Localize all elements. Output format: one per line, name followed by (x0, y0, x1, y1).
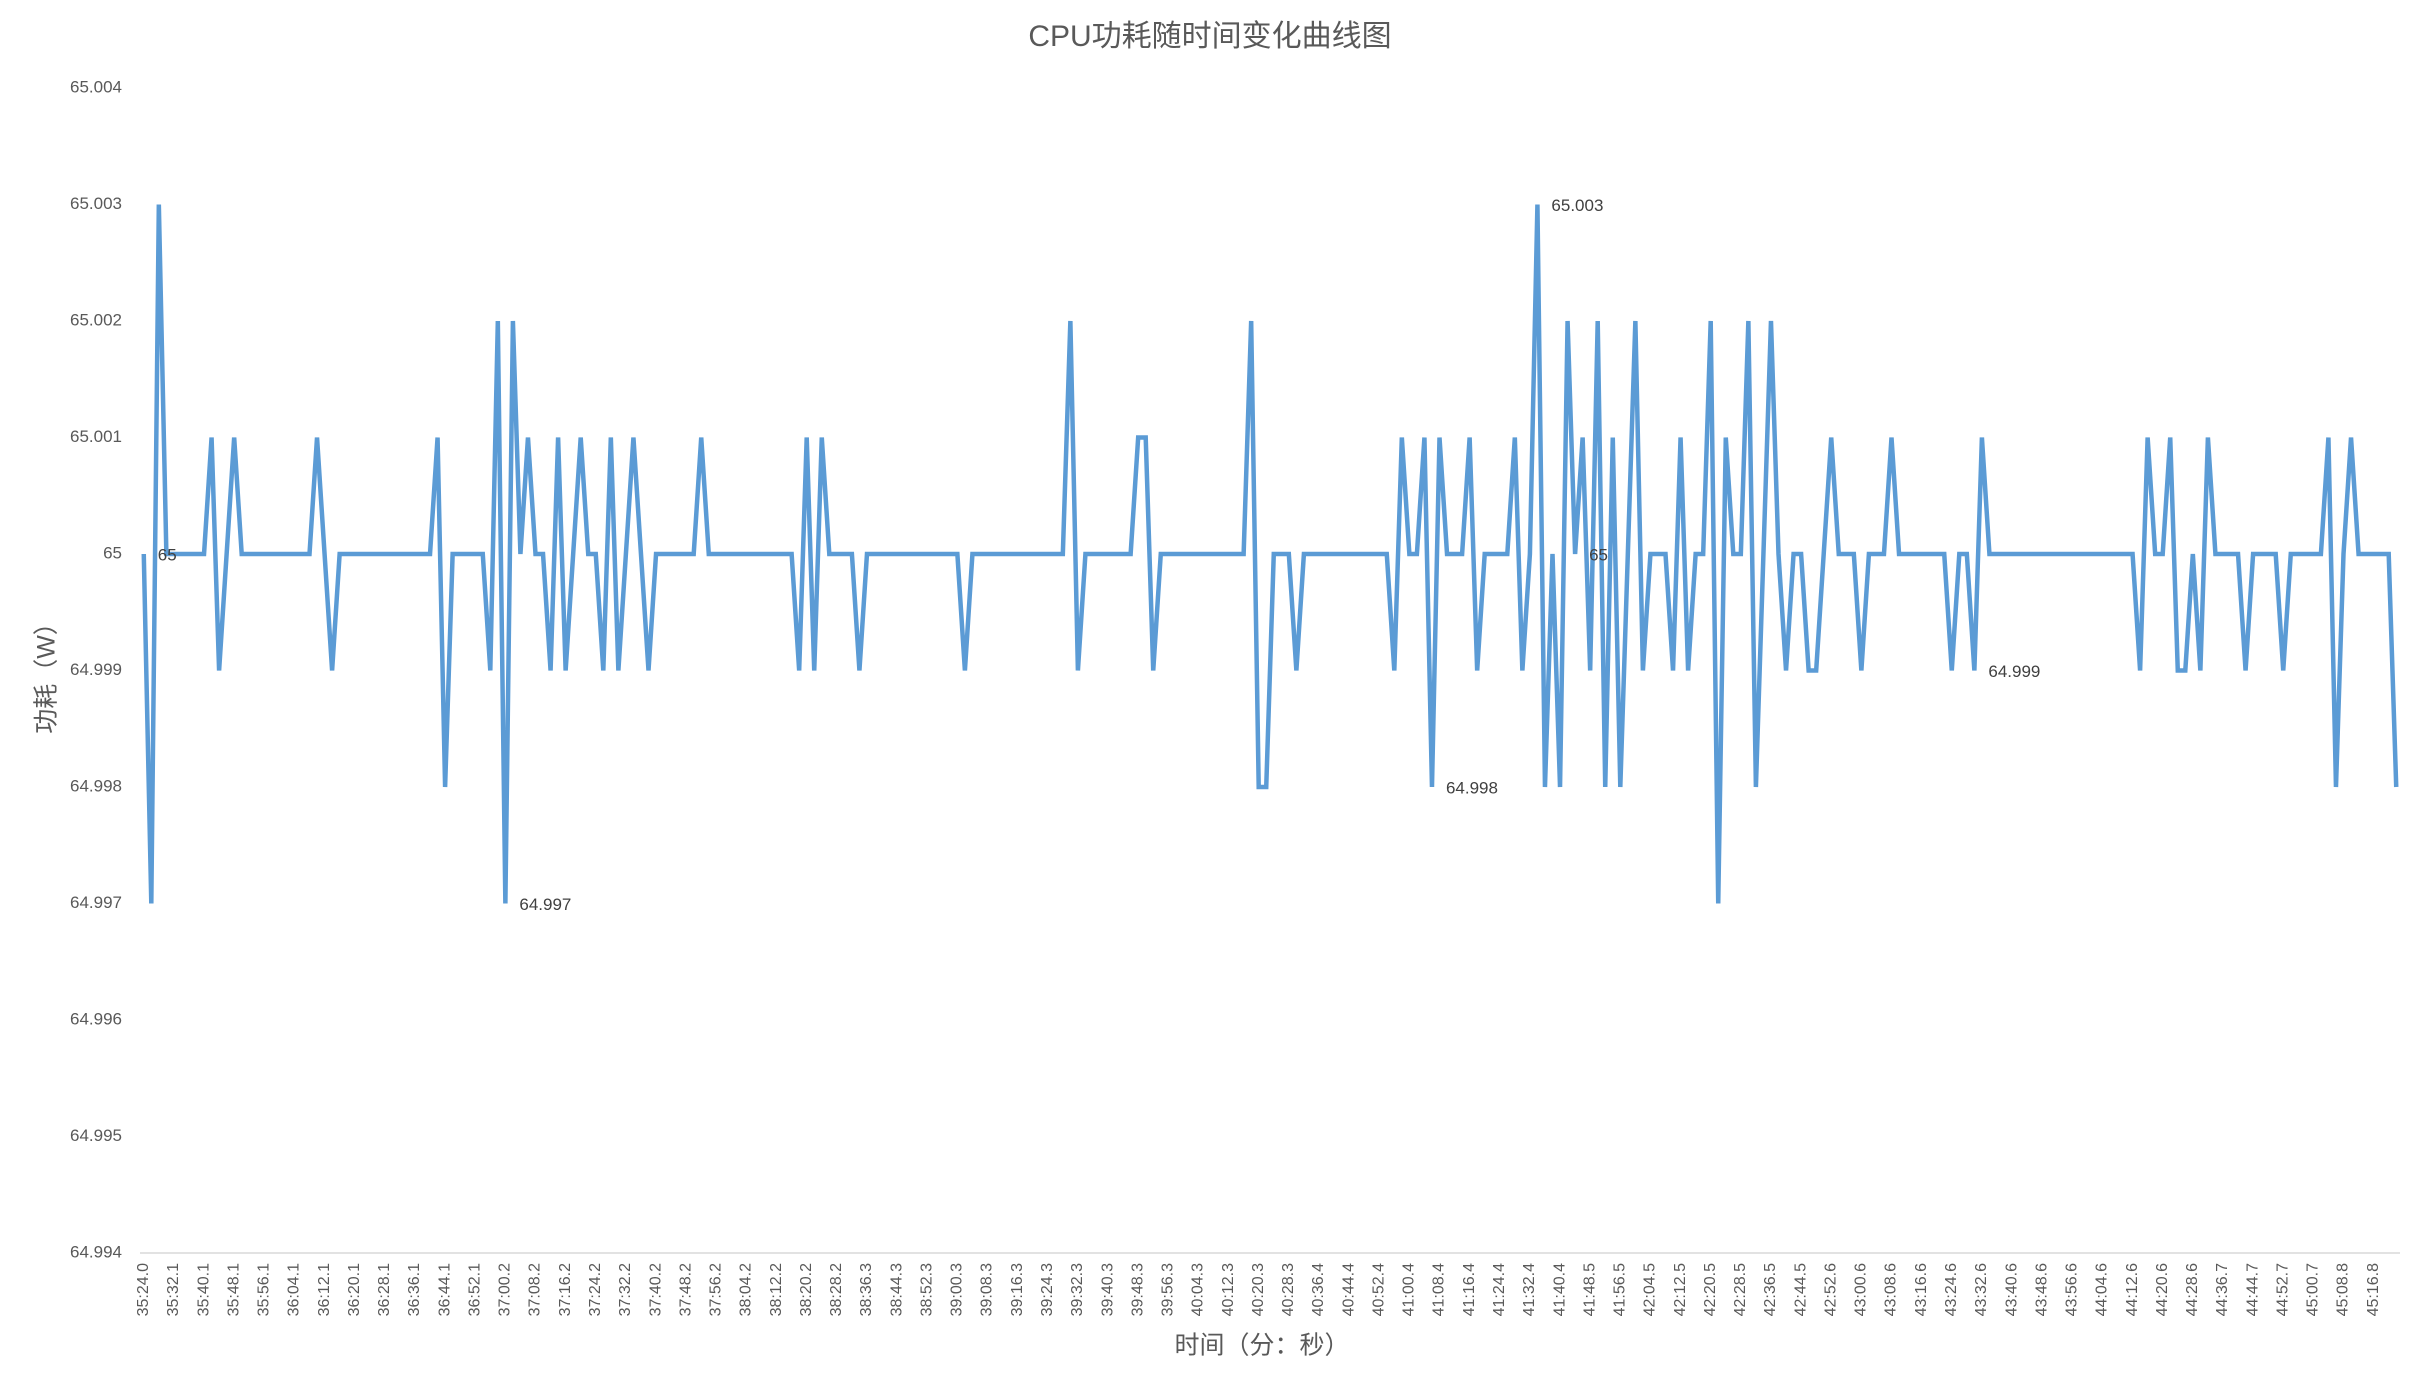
chart-title: CPU功耗随时间变化曲线图 (1028, 20, 1391, 53)
x-tick-label: 43:24.6 (1943, 1263, 1960, 1316)
x-tick-label: 44:12.6 (2124, 1263, 2141, 1316)
y-tick-label: 64.997 (70, 893, 122, 912)
x-tick-label: 38:44.3 (888, 1263, 905, 1316)
data-label: 64.997 (519, 895, 571, 914)
x-tick-label: 43:48.6 (2033, 1263, 2050, 1316)
data-line (141, 204, 2399, 904)
x-tick-label: 35:24.0 (135, 1263, 152, 1316)
x-tick-label: 41:56.5 (1612, 1263, 1629, 1316)
x-tick-label: 36:36.1 (406, 1263, 423, 1316)
x-tick-label: 35:48.1 (225, 1263, 242, 1316)
x-tick-label: 43:16.6 (1913, 1263, 1930, 1316)
x-tick-label: 38:52.3 (918, 1263, 935, 1316)
x-tick-label: 37:08.2 (527, 1263, 544, 1316)
x-tick-label: 39:40.3 (1099, 1263, 1116, 1316)
x-tick-label: 39:48.3 (1129, 1263, 1146, 1316)
x-tick-label: 37:24.2 (587, 1263, 604, 1316)
x-tick-label: 42:04.5 (1642, 1263, 1659, 1316)
x-tick-label: 44:04.6 (2094, 1263, 2111, 1316)
x-tick-label: 37:32.2 (617, 1263, 634, 1316)
x-tick-label: 40:12.3 (1220, 1263, 1237, 1316)
x-tick-label: 36:28.1 (376, 1263, 393, 1316)
x-tick-label: 42:28.5 (1732, 1263, 1749, 1316)
x-tick-label: 37:48.2 (677, 1263, 694, 1316)
x-tick-label: 39:32.3 (1069, 1263, 1086, 1316)
x-tick-label: 41:00.4 (1401, 1263, 1418, 1316)
x-tick-label: 39:16.3 (1009, 1263, 1026, 1316)
x-tick-label: 40:36.4 (1310, 1263, 1327, 1316)
data-label: 64.998 (1446, 778, 1498, 797)
x-tick-label: 44:36.7 (2214, 1263, 2231, 1316)
y-tick-label: 64.995 (70, 1126, 122, 1145)
x-tick-label: 41:32.4 (1521, 1263, 1538, 1316)
x-tick-label: 41:16.4 (1461, 1263, 1478, 1316)
x-axis-title: 时间（分：秒） (1174, 1332, 1349, 1360)
x-tick-label: 40:44.4 (1340, 1263, 1357, 1316)
x-tick-label: 42:12.5 (1672, 1263, 1689, 1316)
x-tick-label: 41:08.4 (1431, 1263, 1448, 1316)
x-tick-label: 38:36.3 (858, 1263, 875, 1316)
x-tick-label: 45:08.8 (2335, 1263, 2352, 1316)
x-tick-label: 43:40.6 (2003, 1263, 2020, 1316)
x-tick-label: 38:12.2 (768, 1263, 785, 1316)
x-tick-label: 37:00.2 (497, 1263, 514, 1316)
y-tick-label: 65.001 (70, 427, 122, 446)
x-tick-label: 43:56.6 (2064, 1263, 2081, 1316)
x-tick-label: 39:00.3 (949, 1263, 966, 1316)
data-label: 65 (1589, 545, 1608, 564)
x-tick-label: 37:40.2 (647, 1263, 664, 1316)
x-tick-label: 38:20.2 (798, 1263, 815, 1316)
x-tick-label: 35:56.1 (256, 1263, 273, 1316)
data-label: 65.003 (1551, 196, 1603, 215)
x-tick-label: 39:24.3 (1039, 1263, 1056, 1316)
x-tick-label: 42:36.5 (1762, 1263, 1779, 1316)
x-tick-label: 43:32.6 (1973, 1263, 1990, 1316)
x-tick-label: 38:28.2 (828, 1263, 845, 1316)
x-tick-label: 40:20.3 (1250, 1263, 1267, 1316)
y-tick-label: 65.002 (70, 310, 122, 329)
x-tick-label: 42:44.5 (1792, 1263, 1809, 1316)
data-label: 64.999 (1988, 662, 2040, 681)
x-tick-label: 35:32.1 (165, 1263, 182, 1316)
y-tick-label: 64.994 (70, 1242, 122, 1261)
x-tick-label: 36:20.1 (346, 1263, 363, 1316)
x-tick-label: 43:00.6 (1853, 1263, 1870, 1316)
y-tick-label: 64.999 (70, 660, 122, 679)
x-tick-label: 37:16.2 (557, 1263, 574, 1316)
x-tick-label: 40:52.4 (1370, 1263, 1387, 1316)
x-tick-label: 44:44.7 (2244, 1263, 2261, 1316)
x-tick-label: 40:04.3 (1190, 1263, 1207, 1316)
x-tick-label: 40:28.3 (1280, 1263, 1297, 1316)
y-tick-label: 64.998 (70, 776, 122, 795)
x-tick-label: 41:40.4 (1551, 1263, 1568, 1316)
y-tick-label: 65.003 (70, 194, 122, 213)
y-tick-label: 65.004 (70, 77, 122, 96)
x-tick-label: 38:04.2 (738, 1263, 755, 1316)
y-tick-label: 65 (103, 543, 122, 562)
x-tick-label: 43:08.6 (1883, 1263, 1900, 1316)
y-axis-title: 功耗（W） (33, 610, 61, 734)
x-tick-label: 44:28.6 (2184, 1263, 2201, 1316)
x-tick-label: 45:00.7 (2305, 1263, 2322, 1316)
x-tick-label: 42:52.6 (1822, 1263, 1839, 1316)
x-tick-label: 36:44.1 (436, 1263, 453, 1316)
data-label: 65 (158, 545, 177, 564)
y-tick-label: 64.996 (70, 1009, 122, 1028)
x-tick-label: 42:20.5 (1702, 1263, 1719, 1316)
x-tick-label: 37:56.2 (708, 1263, 725, 1316)
x-tick-label: 41:48.5 (1581, 1263, 1598, 1316)
x-tick-label: 45:16.8 (2365, 1263, 2382, 1316)
x-tick-label: 36:04.1 (286, 1263, 303, 1316)
x-tick-label: 35:40.1 (195, 1263, 212, 1316)
x-tick-label: 44:20.6 (2154, 1263, 2171, 1316)
x-tick-label: 36:12.1 (316, 1263, 333, 1316)
x-tick-label: 39:08.3 (979, 1263, 996, 1316)
x-tick-label: 36:52.1 (466, 1263, 483, 1316)
x-tick-label: 44:52.7 (2274, 1263, 2291, 1316)
x-tick-label: 41:24.4 (1491, 1263, 1508, 1316)
x-tick-label: 39:56.3 (1160, 1263, 1177, 1316)
